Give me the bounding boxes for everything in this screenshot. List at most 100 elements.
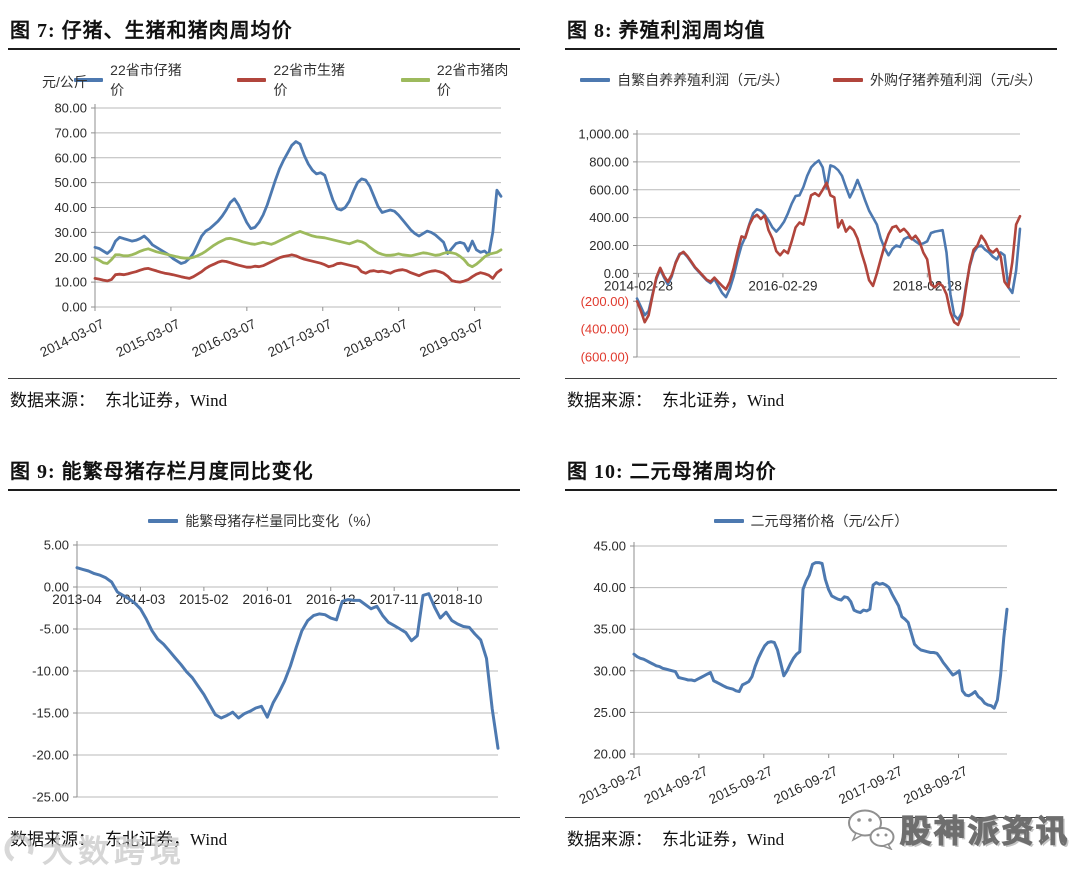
- line-chart-sow-inventory-yoy: 5.00 0.00 -5.00 -10.00 -15.00 -20.00 -25.00 201…: [32, 538, 500, 805]
- svg-text:2015-03-07: 2015-03-07: [114, 316, 183, 360]
- svg-text:2013-04: 2013-04: [52, 592, 102, 607]
- title-divider: [8, 48, 520, 50]
- legend-item-self-breeding-profit: 自繁自养养殖利润（元/头）: [580, 70, 789, 90]
- figure-divider: [565, 378, 1057, 379]
- legend: 自繁自养养殖利润（元/头） 外购仔猪养殖利润（元/头）: [565, 70, 1057, 90]
- legend-item-pork: 22省市猪肉价: [400, 60, 520, 100]
- svg-text:20.00: 20.00: [593, 747, 626, 762]
- line-chart-binary-sow-price: 45.00 40.00 35.00 30.00 25.00 20.002013-09-27…: [577, 539, 1009, 807]
- svg-text:-10.00: -10.00: [32, 664, 69, 679]
- data-source: 数据来源： 东北证券，Wind: [567, 825, 784, 850]
- svg-text:40.00: 40.00: [54, 200, 87, 215]
- svg-text:0.00: 0.00: [62, 300, 87, 315]
- data-source: 数据来源： 东北证券，Wind: [10, 386, 227, 411]
- svg-text:2019-03-07: 2019-03-07: [417, 316, 486, 360]
- figure-divider: [8, 378, 520, 379]
- svg-text:5.00: 5.00: [44, 538, 69, 553]
- svg-text:40.00: 40.00: [593, 580, 626, 595]
- svg-text:2016-01: 2016-01: [243, 592, 293, 607]
- svg-text:2016-02-29: 2016-02-29: [748, 278, 817, 293]
- svg-text:2016-03-07: 2016-03-07: [190, 316, 259, 360]
- figure-7-title: 图 7: 仔猪、生猪和猪肉周均价: [10, 20, 293, 42]
- y-axis-unit-label: 元/公斤: [42, 74, 88, 90]
- legend: 能繁母猪存栏量同比变化（%）: [8, 511, 520, 531]
- line-chart-breeding-profit: 1,000.00 800.00 600.00 400.00 200.00 0.00 (200…: [578, 127, 1022, 365]
- svg-text:2016-09-27: 2016-09-27: [771, 763, 840, 807]
- legend-line-swatch: [74, 78, 104, 82]
- data-source-label: 数据来源：: [10, 830, 95, 849]
- svg-text:25.00: 25.00: [593, 705, 626, 720]
- svg-text:800.00: 800.00: [589, 154, 629, 169]
- legend-item-sow-inventory-yoy: 能繁母猪存栏量同比变化（%）: [148, 511, 380, 531]
- svg-text:2018-10: 2018-10: [433, 592, 483, 607]
- data-source: 数据来源： 东北证券，Wind: [567, 386, 784, 411]
- data-source-label: 数据来源：: [567, 830, 652, 849]
- svg-text:45.00: 45.00: [593, 539, 626, 554]
- legend-line-swatch: [713, 519, 744, 523]
- svg-text:50.00: 50.00: [54, 175, 87, 190]
- svg-text:80.00: 80.00: [54, 101, 87, 116]
- data-source-value: 东北证券，Wind: [662, 830, 785, 849]
- svg-text:2018-02-28: 2018-02-28: [893, 278, 962, 293]
- svg-text:35.00: 35.00: [593, 622, 626, 637]
- title-divider: [565, 489, 1057, 491]
- legend-item-binary-sow-price: 二元母猪价格（元/公斤）: [713, 511, 909, 531]
- svg-text:2013-09-27: 2013-09-27: [577, 763, 646, 807]
- legend-label: 22省市猪肉价: [436, 62, 509, 98]
- legend-item-purchased-piglet-profit: 外购仔猪养殖利润（元/头）: [833, 70, 1042, 90]
- data-source-label: 数据来源：: [567, 391, 652, 410]
- legend-label: 22省市仔猪价: [110, 62, 182, 98]
- figure-9-title: 图 9: 能繁母猪存栏月度同比变化: [10, 461, 314, 483]
- svg-text:(200.00): (200.00): [581, 294, 629, 309]
- svg-text:(400.00): (400.00): [581, 322, 629, 337]
- data-source: 数据来源： 东北证券，Wind: [10, 825, 227, 850]
- figure-panel-8: 图 8: 养殖利润周均值 自繁自养养殖利润（元/头） 外购仔猪养殖利润（元/头）…: [565, 14, 1057, 414]
- legend-label: 外购仔猪养殖利润（元/头）: [870, 72, 1042, 88]
- svg-text:0.00: 0.00: [604, 266, 629, 281]
- legend-line-swatch: [148, 519, 179, 523]
- legend-label: 22省市生猪价: [273, 62, 346, 98]
- legend: 二元母猪价格（元/公斤）: [565, 511, 1057, 531]
- svg-text:2017-11: 2017-11: [370, 592, 419, 607]
- svg-text:2017-09-27: 2017-09-27: [836, 763, 905, 807]
- svg-text:600.00: 600.00: [589, 182, 629, 197]
- svg-text:400.00: 400.00: [589, 210, 629, 225]
- svg-text:0.00: 0.00: [44, 580, 69, 595]
- figure-8-title: 图 8: 养殖利润周均值: [567, 20, 766, 42]
- line-chart-weekly-pig-prices: 80.00 70.00 60.00 50.00 40.00 30.00 20.00 10.00…: [38, 101, 503, 360]
- legend-line-swatch: [833, 78, 863, 82]
- svg-text:-20.00: -20.00: [32, 748, 69, 763]
- svg-text:2015-09-27: 2015-09-27: [706, 763, 775, 807]
- legend: 22省市仔猪价 22省市生猪价 22省市猪肉价: [8, 62, 520, 98]
- figure-panel-9: 图 9: 能繁母猪存栏月度同比变化 能繁母猪存栏量同比变化（%） 5.00 0.0…: [8, 455, 520, 873]
- title-divider: [8, 489, 520, 491]
- svg-text:30.00: 30.00: [54, 225, 87, 240]
- data-source-label: 数据来源：: [10, 391, 95, 410]
- svg-text:2014-09-27: 2014-09-27: [642, 763, 711, 807]
- legend-label: 能繁母猪存栏量同比变化（%）: [185, 513, 380, 529]
- svg-text:2014-03-07: 2014-03-07: [38, 316, 107, 360]
- legend-line-swatch: [400, 78, 430, 82]
- legend-line-swatch: [580, 78, 611, 82]
- svg-text:30.00: 30.00: [593, 663, 626, 678]
- data-source-value: 东北证券，Wind: [105, 391, 228, 410]
- figure-10-title: 图 10: 二元母猪周均价: [567, 461, 777, 483]
- svg-text:(600.00): (600.00): [581, 350, 629, 365]
- legend-label: 自繁自养养殖利润（元/头）: [617, 72, 789, 88]
- svg-text:2017-03-07: 2017-03-07: [265, 316, 334, 360]
- svg-text:60.00: 60.00: [54, 150, 87, 165]
- data-source-value: 东北证券，Wind: [662, 391, 785, 410]
- figure-divider: [8, 817, 520, 818]
- figure-panel-10: 图 10: 二元母猪周均价 二元母猪价格（元/公斤） 45.00 40.00 35.…: [565, 455, 1057, 873]
- svg-text:10.00: 10.00: [54, 275, 87, 290]
- svg-text:2018-09-27: 2018-09-27: [901, 763, 970, 807]
- figure-panel-7: 图 7: 仔猪、生猪和猪肉周均价 元/公斤 22省市仔猪价 22省市生猪价 22…: [8, 14, 520, 414]
- figure-divider: [565, 817, 1057, 818]
- svg-text:2014-03: 2014-03: [116, 592, 166, 607]
- svg-text:-15.00: -15.00: [32, 706, 69, 721]
- legend-label: 二元母猪价格（元/公斤）: [750, 513, 909, 529]
- svg-text:-25.00: -25.00: [32, 790, 69, 805]
- legend-line-swatch: [237, 78, 267, 82]
- svg-text:20.00: 20.00: [54, 250, 87, 265]
- legend-item-piglet: 22省市仔猪价: [74, 60, 193, 100]
